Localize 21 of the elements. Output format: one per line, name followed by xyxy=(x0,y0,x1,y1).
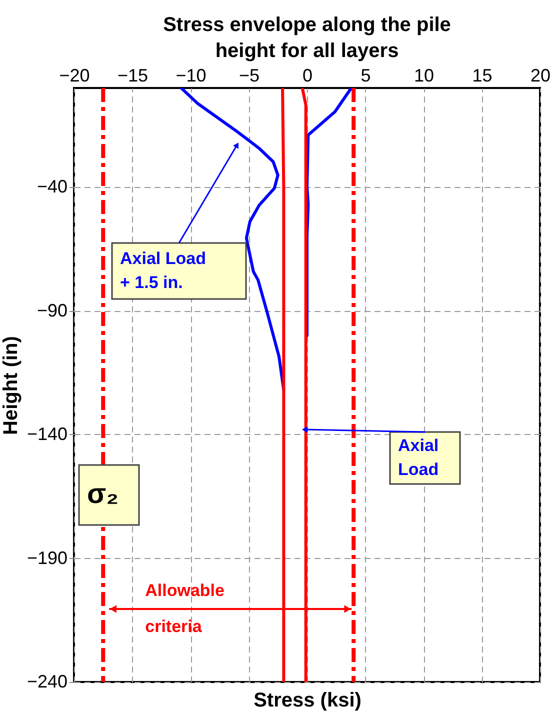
annotation: σ₂ xyxy=(87,478,119,509)
x-tick-label: 20 xyxy=(530,66,551,86)
annotation: Allowable criteria xyxy=(145,581,224,636)
y-tick-label: −140 xyxy=(26,424,68,444)
y-tick-label: −240 xyxy=(26,672,68,692)
annotation: Axial Load xyxy=(398,436,439,479)
x-tick-label: −10 xyxy=(176,66,206,86)
y-tick-label: −90 xyxy=(36,300,68,320)
chart-title: Stress envelope along the pile height for all layers xyxy=(163,14,451,62)
y-tick-label: −190 xyxy=(26,548,68,568)
x-axis-title: Stress (ksi) xyxy=(254,690,362,712)
x-tick-label: 15 xyxy=(472,66,492,86)
y-axis-title: Height (in) xyxy=(0,336,22,435)
x-tick-label: −15 xyxy=(117,66,148,86)
x-tick-label: 5 xyxy=(360,66,371,86)
y-tick-label: −40 xyxy=(36,176,68,196)
x-tick-label: −20 xyxy=(59,66,90,86)
x-tick-label: 10 xyxy=(414,66,434,86)
annotation: Axial Load + 1.5 in. xyxy=(120,249,206,292)
x-tick-label: −5 xyxy=(238,66,260,86)
x-tick-label: 0 xyxy=(302,66,313,86)
